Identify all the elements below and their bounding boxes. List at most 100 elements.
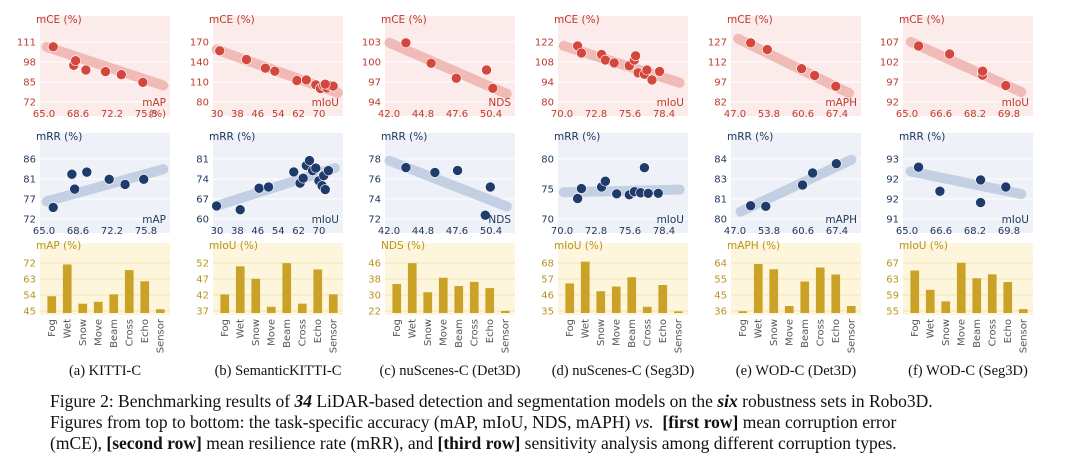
- y-tick-label: 86: [23, 155, 36, 166]
- data-point: [809, 70, 820, 81]
- bar-snow: [251, 278, 261, 313]
- bar-snow: [769, 269, 779, 313]
- y-axis-label: mIoU (%): [899, 240, 948, 252]
- bar-wet: [580, 261, 590, 313]
- bar-sensor: [500, 310, 510, 313]
- x-tick-label: 67.4: [826, 226, 848, 237]
- y-tick-label: 72: [23, 98, 36, 109]
- bar-beam: [627, 277, 637, 313]
- x-tick-label: 75.6: [619, 109, 641, 120]
- y-tick-label: 110: [190, 78, 209, 89]
- y-tick-label: 85: [23, 78, 36, 89]
- category-label: Cross: [987, 319, 998, 346]
- y-axis-label: mRR (%): [381, 131, 427, 143]
- x-tick-label: 70.0: [551, 109, 573, 120]
- x-tick-label: 67.4: [826, 109, 848, 120]
- caption-figure-label: Figure 2: Benchmarking results of: [50, 391, 295, 411]
- panel-subtitle: (c) nuScenes-C (Det3D): [380, 363, 521, 379]
- category-label: Snow: [941, 319, 952, 346]
- data-point: [576, 183, 587, 194]
- y-axis-label: mCE (%): [209, 14, 255, 26]
- y-tick-label: 68: [541, 259, 554, 270]
- y-tick-label: 81: [23, 175, 36, 186]
- data-point: [304, 155, 315, 166]
- data-point: [797, 179, 808, 191]
- x-tick-label: 72.2: [101, 109, 123, 120]
- caption-text: LiDAR-based detection and segmentation m…: [311, 391, 718, 411]
- y-axis-label: mCE (%): [727, 14, 773, 26]
- y-tick-label: 63: [886, 275, 899, 286]
- x-tick-label: 47.6: [446, 226, 468, 237]
- x-tick-label: 47.0: [724, 226, 746, 237]
- data-point: [81, 166, 93, 178]
- y-tick-label: 59: [886, 291, 899, 302]
- bar-sensor: [328, 294, 338, 313]
- y-axis-label: mCE (%): [36, 14, 82, 26]
- data-point: [796, 63, 807, 74]
- data-point: [138, 174, 150, 185]
- data-point: [576, 47, 587, 59]
- data-point: [80, 64, 92, 76]
- bar-beam: [800, 281, 810, 313]
- y-axis-label: mAPH (%): [727, 240, 780, 252]
- bar-cross: [987, 274, 997, 313]
- category-label: Fog: [47, 319, 58, 337]
- bar-snow: [78, 303, 88, 313]
- data-point: [1000, 181, 1012, 193]
- x-tick-label: 54: [272, 226, 285, 237]
- panel-background: [558, 133, 688, 233]
- y-tick-label: 84: [714, 155, 727, 166]
- y-tick-label: 94: [541, 78, 554, 89]
- bar-beam: [972, 278, 982, 313]
- y-tick-label: 102: [880, 58, 899, 69]
- x-tick-label: 78.4: [653, 109, 675, 120]
- data-point: [642, 187, 654, 199]
- x-tick-label: 70: [313, 109, 326, 120]
- y-tick-label: 77: [23, 195, 36, 206]
- y-axis-label: mIoU (%): [209, 240, 258, 252]
- bar-move: [956, 262, 966, 313]
- data-point: [260, 62, 271, 74]
- caption-third-row: [third row]: [437, 433, 521, 453]
- bar-wet: [753, 264, 763, 313]
- bar-cross: [469, 281, 479, 313]
- x-tick-label: 53.8: [758, 109, 780, 120]
- x-axis-label: mIoU: [312, 97, 339, 109]
- category-label: Beam: [627, 319, 638, 348]
- y-tick-label: 78: [368, 155, 381, 166]
- category-label: Move: [266, 319, 277, 346]
- category-label: Fog: [565, 319, 576, 337]
- data-point: [214, 45, 226, 57]
- x-tick-label: 47.6: [446, 109, 468, 120]
- category-label: Fog: [738, 319, 749, 337]
- category-label: Sensor: [155, 318, 166, 353]
- bar-fog: [47, 296, 57, 313]
- data-point: [429, 167, 441, 178]
- data-point: [137, 77, 149, 88]
- data-point: [487, 83, 499, 94]
- x-tick-label: 60.6: [792, 226, 814, 237]
- category-label: Sensor: [328, 318, 339, 353]
- y-tick-label: 81: [714, 195, 727, 206]
- category-label: Beam: [800, 319, 811, 348]
- category-label: Move: [956, 319, 967, 346]
- x-tick-label: 46: [251, 226, 264, 237]
- data-point: [47, 41, 59, 53]
- data-point: [913, 40, 924, 52]
- category-label: Move: [93, 319, 104, 346]
- bar-snow: [941, 301, 951, 313]
- category-label: Echo: [658, 319, 669, 343]
- x-tick-label: 69.8: [998, 109, 1020, 120]
- y-axis-label: mRR (%): [554, 131, 600, 143]
- y-tick-label: 74: [196, 175, 209, 186]
- x-tick-label: 38: [231, 226, 244, 237]
